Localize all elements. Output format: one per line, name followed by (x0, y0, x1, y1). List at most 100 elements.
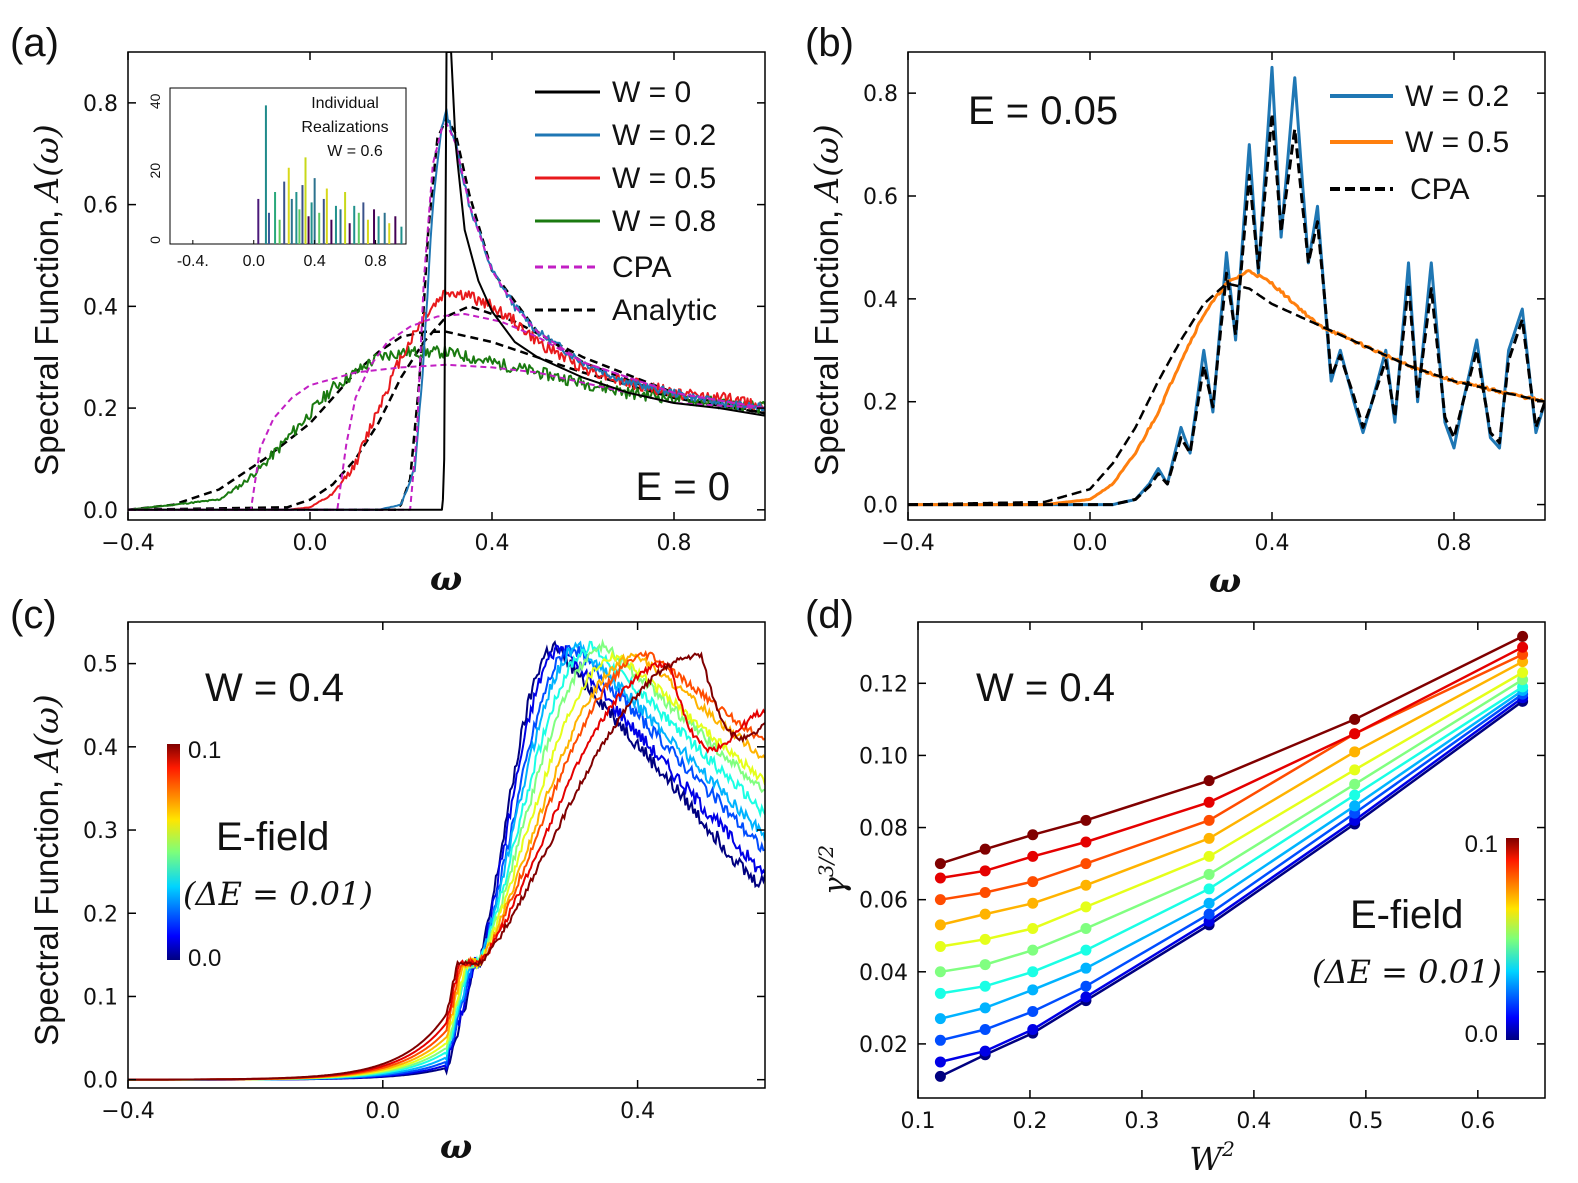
data-point (1080, 901, 1092, 913)
panel-c-plot: −0.4 0.0 0.4 0.0 0.1 0.2 0.3 0.4 0.5 (83, 621, 766, 1124)
data-point (1080, 991, 1092, 1003)
data-point (1517, 641, 1529, 653)
legend-label-cpa: CPA (612, 251, 671, 284)
data-point (1203, 897, 1215, 909)
panel-a-plot: −0.4 0.0 0.4 0.8 0.0 0.2 0.4 0.6 0.8 (83, 51, 766, 556)
panel-d: 0.1 0.2 0.3 0.4 0.5 0.6 0.02 0.04 0.06 0.08 0.10 0.… (814, 621, 1546, 1178)
y-tick-label: 0.2 (83, 902, 118, 927)
panel-c-xlabel: ω (440, 1127, 472, 1167)
inset-title-line-2: Realizations (301, 119, 388, 136)
y-tick-label: 0.4 (83, 736, 118, 761)
x-tick-label: 0.4 (620, 1099, 655, 1124)
panel-letter-a: (a) (10, 21, 59, 65)
axes-frame (907, 51, 1546, 521)
inset-title-line-1: Individual (311, 95, 379, 112)
data-point (1349, 778, 1361, 790)
data-point (1027, 944, 1039, 956)
y-tick-label: 0.0 (83, 499, 118, 524)
x-tick-label: 0.5 (1348, 1109, 1383, 1134)
series-e-0-07 (128, 652, 765, 1081)
inset-x-tick-label: 0.0 (243, 253, 265, 270)
axes-frame (127, 621, 766, 1089)
data-point (934, 1013, 946, 1025)
x-tick-label: 0.8 (657, 531, 692, 556)
data-point (1027, 966, 1039, 978)
x-tick-label: 0.3 (1124, 1109, 1159, 1134)
data-point (1080, 923, 1092, 935)
x-tick-label: 0.0 (293, 531, 328, 556)
data-point (934, 858, 946, 870)
y-tick-label: 0.0 (83, 1069, 118, 1094)
data-point (1203, 868, 1215, 880)
panel-d-colorbar (1506, 838, 1519, 1040)
data-point (1027, 923, 1039, 935)
data-point (1027, 1023, 1039, 1035)
series-cpa-w-0-8- (128, 363, 765, 511)
data-point (979, 1045, 991, 1057)
inset-x-tick-label: 0.4 (304, 253, 326, 270)
panel-a-legend: W = 0 W = 0.2 W = 0.5 W = 0.8 CPA Analyt… (535, 76, 717, 327)
x-tick-label: −0.4 (101, 531, 154, 556)
x-tick-label: 0.0 (1073, 531, 1108, 556)
panel-d-colorbar-min: 0.0 (1465, 1021, 1498, 1048)
panel-a-annotation: E = 0 (635, 465, 730, 509)
inset-title-line-3: W = 0.6 (327, 143, 383, 160)
series-w-0-5 (908, 269, 1545, 507)
x-tick-label: 0.0 (365, 1099, 400, 1124)
axes-frame (917, 621, 1546, 1099)
y-tick-label: 0.1 (83, 985, 118, 1010)
data-point (979, 886, 991, 898)
panel-b-xlabel: ω (1209, 561, 1241, 601)
y-tick-label: 0.12 (859, 672, 908, 697)
panel-b: −0.4 0.0 0.4 0.8 0.0 0.2 0.4 0.6 0.8 Spectral Fu… (807, 51, 1546, 601)
data-point (1349, 764, 1361, 776)
axes-frame (127, 51, 766, 521)
legend-label-w05-b: W = 0.5 (1405, 126, 1509, 159)
data-point (1027, 1005, 1039, 1017)
data-point (1349, 789, 1361, 801)
inset-x-tick-label: 0.8 (364, 253, 386, 270)
panel-c-colorbar (167, 744, 180, 960)
series-cpa-w-0-5 (908, 282, 1545, 506)
data-point (1080, 836, 1092, 848)
panel-a-inset: -0.4. 0.0 0.4 0.8 0 20 40 Individual Realization… (147, 87, 407, 270)
data-point (1203, 832, 1215, 844)
series-cpa (908, 112, 1545, 507)
x-tick-label: 0.4 (475, 531, 510, 556)
panel-d-colorbar-label: E-field (1350, 893, 1463, 937)
x-tick-label: 0.1 (901, 1109, 936, 1134)
data-point (934, 1034, 946, 1046)
data-point (934, 1070, 946, 1082)
legend-label-w0: W = 0 (612, 76, 691, 109)
data-point (934, 894, 946, 906)
legend-label-w05: W = 0.5 (612, 162, 716, 195)
legend-label-cpa-b: CPA (1410, 173, 1469, 206)
data-point (979, 959, 991, 971)
legend-label-w02: W = 0.2 (612, 119, 716, 152)
data-point (1027, 897, 1039, 909)
series-cpa-w-0-5- (128, 313, 765, 511)
y-tick-label: 0.06 (859, 889, 908, 914)
inset-spikes (257, 105, 403, 244)
panel-c-colorbar-min: 0.0 (188, 945, 221, 972)
panel-b-annotation: E = 0.05 (968, 89, 1118, 133)
data-point (1203, 775, 1215, 787)
x-tick-label: 0.4 (1236, 1109, 1271, 1134)
y-tick-label: 0.5 (83, 653, 118, 678)
data-point (1203, 850, 1215, 862)
panel-c-colorbar-max: 0.1 (188, 737, 221, 764)
x-tick-label: 0.2 (1012, 1109, 1047, 1134)
panel-d-xlabel: W2 (1189, 1137, 1235, 1178)
clip-c-series (128, 638, 765, 1081)
y-tick-label: 0.8 (83, 92, 118, 117)
data-point (979, 865, 991, 877)
panel-b-plot: −0.4 0.0 0.4 0.8 0.0 0.2 0.4 0.6 0.8 (863, 51, 1546, 556)
panel-a: −0.4 0.0 0.4 0.8 0.0 0.2 0.4 0.6 0.8 Spectral Fu… (27, 51, 766, 599)
y-tick-label: 0.02 (859, 1033, 908, 1058)
data-point (979, 1023, 991, 1035)
panel-a-ylabel: Spectral Function, A(ω) (27, 124, 66, 476)
legend-label-w02-b: W = 0.2 (1405, 80, 1509, 113)
legend-label-analytic: Analytic (612, 294, 717, 327)
clip-d-series (934, 630, 1529, 1082)
